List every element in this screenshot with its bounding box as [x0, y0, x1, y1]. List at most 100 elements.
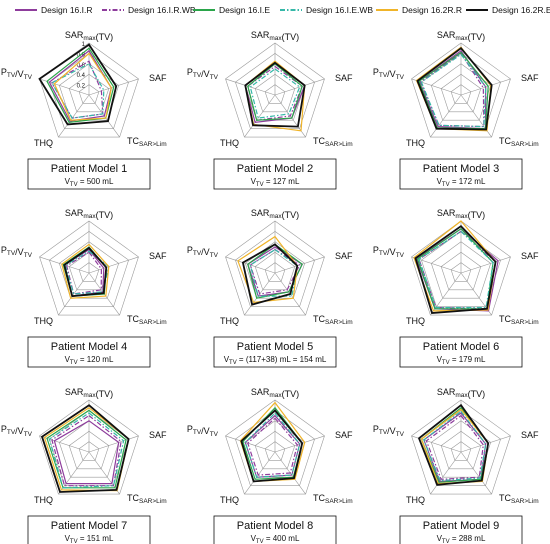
axis-label-tc-sar-lim: TCSAR>Lim — [499, 136, 539, 148]
grid-ring — [68, 430, 110, 470]
axis-spoke — [225, 435, 276, 453]
caption-box — [213, 158, 337, 190]
axis-spoke — [88, 256, 139, 274]
axis-label-sar-max: SARmax(TV) — [251, 387, 299, 399]
grid-ring — [235, 53, 315, 129]
series-design-16-2r-e — [63, 246, 108, 298]
radial-tick-label: 1 — [82, 42, 86, 48]
series-design-16-i-e-wb — [420, 53, 487, 128]
chart-title: Patient Model 7 — [51, 520, 127, 532]
axis-spoke — [274, 78, 325, 96]
axis-label-tc-sar-lim: TCSAR>Lim — [127, 493, 167, 505]
axis-label-ptv-vtv: PTV/VTV — [187, 67, 219, 81]
radar-chart-7: SARmax(TV) SAF TCSAR>Lim THQ PTV/VTV Patient … — [1, 387, 167, 544]
axis-label-thq: THQ — [220, 316, 239, 326]
series-design-16-i-e — [247, 63, 303, 121]
radar-chart-2: SARmax(TV) SAF TCSAR>Lim THQ PTV/VTV Patient … — [187, 30, 353, 190]
legend-label: Design 16.I.E.WB — [306, 5, 373, 15]
grid-ring — [225, 220, 325, 316]
axis-label-ptv-vtv: PTV/VTV — [187, 245, 219, 259]
radar-chart-4: SARmax(TV) SAF TCSAR>Lim THQ PTV/VTV Patient … — [1, 208, 167, 368]
radial-tick-label: 0.2 — [77, 84, 86, 90]
axis-label-sar-max: SARmax(TV) — [437, 30, 485, 42]
axis-label-sar-max: SARmax(TV) — [251, 208, 299, 220]
grid-ring — [440, 73, 482, 113]
grid-ring — [450, 262, 472, 282]
grid-ring — [264, 262, 286, 282]
chart-subtitle: VTV = 151 mL — [65, 534, 114, 544]
series-design-16-i-r — [53, 420, 120, 485]
axis-label-tc-sar-lim: TCSAR>Lim — [499, 493, 539, 505]
series-design-16-i-e — [46, 47, 115, 123]
axis-label-ptv-vtv: PTV/VTV — [1, 245, 33, 259]
axis-label-thq: THQ — [34, 316, 53, 326]
axis-spoke — [460, 256, 511, 274]
axis-label-saf: SAF — [335, 251, 353, 261]
legend: Design 16.I.R Design 16.I.R.WB Design 16.I… — [15, 5, 550, 15]
series-design-16-i-e-wb — [244, 412, 301, 478]
axis-label-ptv-vtv: PTV/VTV — [1, 67, 33, 81]
grid-ring — [225, 399, 325, 495]
chart-subtitle: VTV = 400 mL — [251, 534, 300, 544]
series-design-16-2r-e — [240, 409, 304, 483]
series-design-16-2r-e — [244, 61, 306, 128]
chart-title: Patient Model 2 — [237, 163, 313, 175]
grid-ring — [440, 430, 482, 470]
grid-ring — [421, 231, 501, 308]
legend-item-design-16-2r-e: Design 16.2R.E — [466, 5, 550, 15]
series-design-16-2r-e — [416, 46, 493, 131]
axis-label-sar-max: SARmax(TV) — [65, 30, 113, 42]
axis-label-thq: THQ — [34, 495, 53, 505]
series-design-16-2r-r — [53, 52, 112, 121]
legend-label: Design 16.2R.R — [402, 5, 462, 15]
axis-label-saf: SAF — [521, 73, 539, 83]
grid-ring — [225, 42, 325, 138]
radar-chart-3: SARmax(TV) SAF TCSAR>Lim THQ PTV/VTV Patient … — [373, 30, 539, 190]
series-design-16-i-r-wb — [66, 251, 103, 295]
axis-spoke — [58, 451, 90, 495]
axis-label-ptv-vtv: PTV/VTV — [373, 67, 405, 81]
axis-label-saf: SAF — [521, 251, 539, 261]
chart-subtitle: VTV = 179 mL — [437, 355, 486, 366]
radial-tick-label: 0.4 — [77, 73, 86, 79]
series-design-16-2r-e — [241, 243, 299, 306]
chart-subtitle: VTV = 120 mL — [65, 355, 114, 366]
grid-ring — [264, 441, 286, 461]
axis-spoke — [460, 451, 492, 495]
series-design-16-i-e — [418, 51, 489, 130]
chart-subtitle: VTV = (117+38) mL = 154 mL — [224, 355, 327, 366]
series-design-16-i-e — [46, 409, 127, 489]
legend-item-design-16-i-r-wb: Design 16.I.R.WB — [102, 5, 196, 15]
series-design-16-i-r-wb — [419, 52, 485, 128]
caption-box — [27, 158, 151, 190]
series-design-16-i-e-wb — [48, 412, 125, 489]
legend-item-design-16-i-e-wb: Design 16.I.E.WB — [280, 5, 373, 15]
caption-box — [399, 336, 523, 368]
series-design-16-i-e — [416, 228, 494, 310]
axis-label-ptv-vtv: PTV/VTV — [373, 424, 405, 438]
caption-box — [399, 158, 523, 190]
chart-title: Patient Model 6 — [423, 341, 499, 353]
axis-label-sar-max: SARmax(TV) — [65, 387, 113, 399]
caption-box — [213, 336, 337, 368]
grid-ring — [440, 251, 482, 291]
grid-ring — [78, 441, 100, 461]
chart-title: Patient Model 1 — [51, 163, 127, 175]
series-design-16-2r-r — [237, 235, 298, 304]
radar-chart-9: SARmax(TV) SAF TCSAR>Lim THQ PTV/VTV Patient … — [373, 387, 539, 544]
grid-ring — [411, 42, 511, 138]
chart-subtitle: VTV = 172 mL — [437, 177, 486, 188]
axis-label-saf: SAF — [149, 251, 167, 261]
series-design-16-i-r-wb — [51, 60, 104, 119]
grid-ring — [430, 63, 492, 121]
series-design-16-i-e-wb — [249, 68, 301, 119]
axis-spoke — [430, 94, 462, 138]
grid-ring — [39, 220, 139, 316]
grid-ring — [264, 84, 286, 104]
caption-box — [27, 336, 151, 368]
axis-label-ptv-vtv: PTV/VTV — [1, 424, 33, 438]
axis-label-ptv-vtv: PTV/VTV — [187, 424, 219, 438]
axis-spoke — [225, 256, 276, 274]
series-design-16-i-r-wb — [247, 417, 298, 476]
